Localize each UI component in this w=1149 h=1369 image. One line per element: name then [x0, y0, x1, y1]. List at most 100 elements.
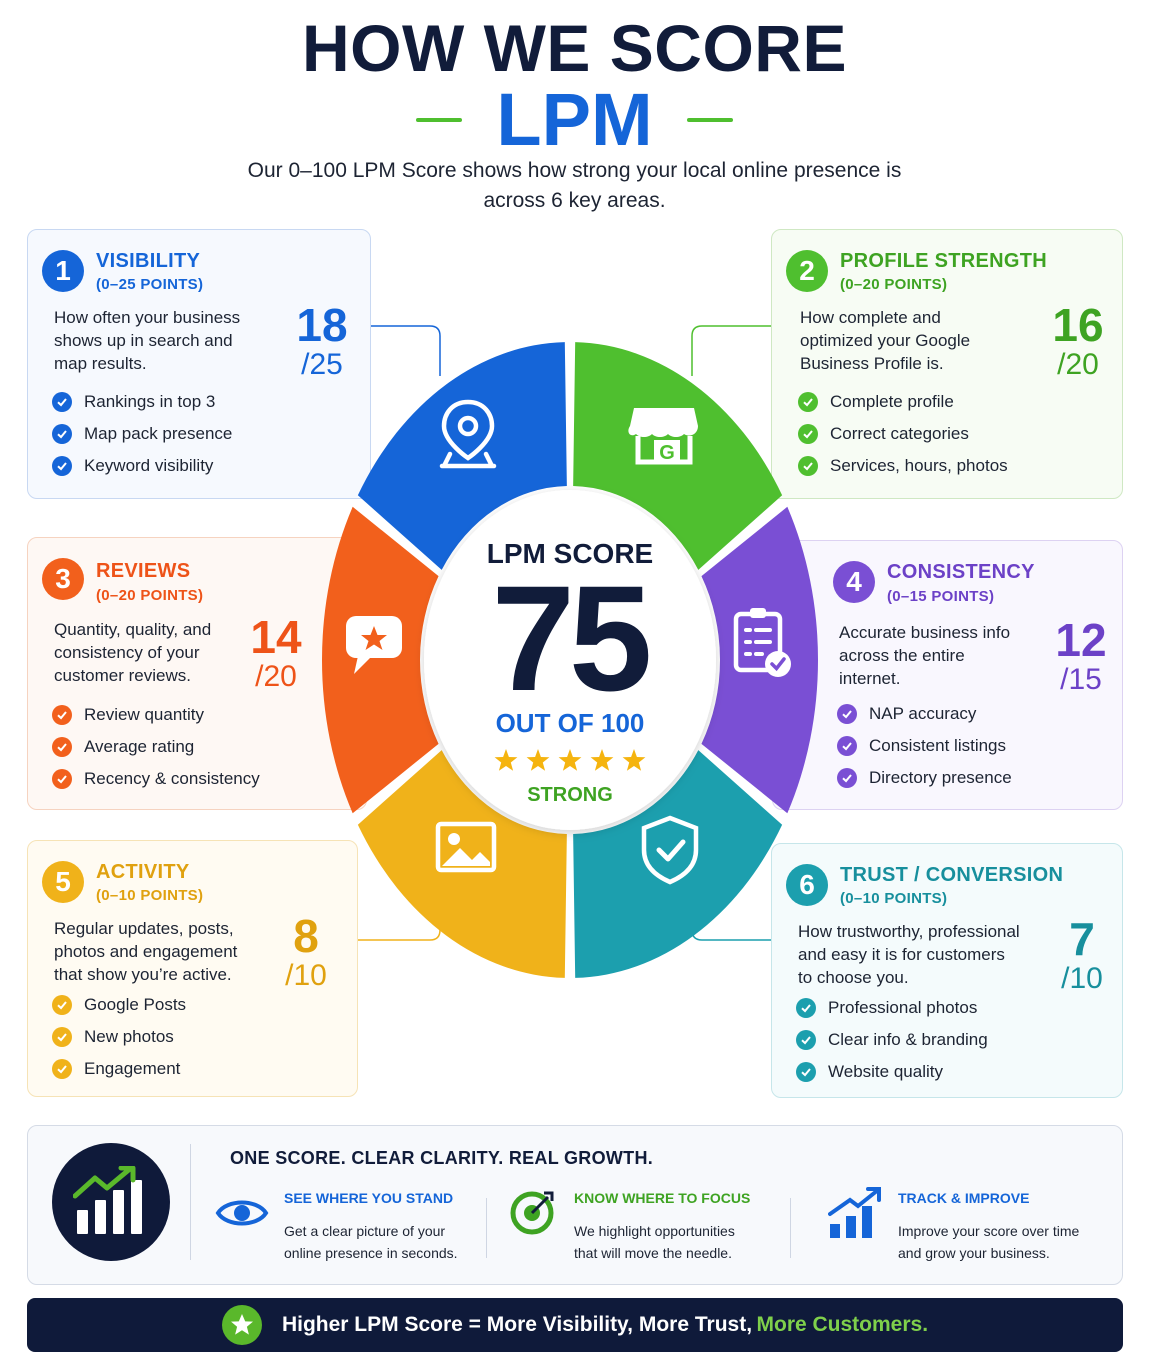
footer-banner: Higher LPM Score = More Visibility, More… [27, 1298, 1123, 1352]
score-value: 12 [1055, 614, 1107, 666]
score-max: /10 [285, 959, 327, 992]
score-max: /20 [255, 660, 297, 693]
card-reviews: 3 REVIEWS (0–20 POINTS) Quantity, qualit… [27, 537, 367, 810]
star-icon [221, 1305, 262, 1345]
card-description: Quantity, quality, and consistency of yo… [54, 620, 212, 685]
score-max: /15 [1060, 663, 1102, 696]
list-item: New photos [52, 1021, 186, 1053]
card-description: Regular updates, posts, photos and engag… [54, 919, 238, 984]
list-item: Consistent listings [837, 730, 1012, 762]
list-item: Map pack presence [52, 418, 232, 450]
check-icon [52, 456, 72, 476]
footer-message: Higher LPM Score = More Visibility, More… [282, 1313, 928, 1337]
list-item: Complete profile [798, 386, 1008, 418]
title-divider-left [416, 118, 463, 122]
card-trust-conversion: 6 TRUST / CONVERSION (0–10 POINTS) How t… [771, 843, 1123, 1098]
card-description: How trustworthy, professional and easy i… [798, 922, 1020, 987]
footer-accent: More Customers. [756, 1313, 929, 1336]
card-score: 14 /20 [244, 614, 308, 694]
card-score: 7 /10 [1050, 916, 1114, 996]
card-profile-strength: 2 PROFILE STRENGTH (0–20 POINTS) How com… [771, 229, 1123, 499]
card-checklist: NAP accuracy Consistent listings Directo… [837, 698, 1012, 794]
check-icon [837, 768, 857, 788]
rating-stars [494, 749, 646, 771]
score-value: 18 [296, 299, 348, 351]
score-max: /10 [1061, 962, 1103, 995]
card-checklist: Professional photos Clear info & brandin… [796, 992, 988, 1088]
page-title: HOW WE SCORE [302, 11, 847, 85]
score-value: 7 [1069, 913, 1095, 965]
check-icon [798, 392, 818, 412]
list-item: Rankings in top 3 [52, 386, 232, 418]
target-icon [504, 1188, 560, 1238]
card-title: ACTIVITY [96, 861, 190, 883]
list-item: Engagement [52, 1053, 186, 1085]
list-item: Keyword visibility [52, 450, 232, 482]
card-title: REVIEWS [96, 560, 191, 582]
list-item: Recency & consistency [52, 763, 260, 795]
card-checklist: Rankings in top 3 Map pack presence Keyw… [52, 386, 232, 482]
feature-see-where: SEE WHERE YOU STAND Get a clear picture … [214, 1188, 474, 1268]
feature-track-improve: TRACK & IMPROVE Improve your score over … [828, 1187, 1118, 1268]
storefront-letter: G [659, 442, 675, 464]
check-icon [52, 737, 72, 757]
card-number-badge: 2 [786, 250, 828, 292]
check-icon [798, 456, 818, 476]
benefits-panel: ONE SCORE. CLEAR CLARITY. REAL GROWTH. S… [27, 1125, 1123, 1285]
check-icon [837, 736, 857, 756]
list-item: Professional photos [796, 992, 988, 1024]
center-score: 75 [492, 554, 649, 722]
star-icon [622, 749, 646, 771]
card-checklist: Review quantity Average rating Recency &… [52, 699, 260, 795]
card-score: 8 /10 [274, 913, 338, 993]
growth-chart-icon [828, 1187, 884, 1238]
card-number-badge: 6 [786, 864, 828, 906]
card-checklist: Complete profile Correct categories Serv… [798, 386, 1008, 482]
check-icon [796, 998, 816, 1018]
feature-title: TRACK & IMPROVE [898, 1190, 1030, 1206]
feature-description: Get a clear picture of your online prese… [284, 1223, 458, 1261]
card-points: (0–25 POINTS) [96, 276, 204, 293]
check-icon [52, 424, 72, 444]
check-icon [52, 1027, 72, 1047]
panel-divider [190, 1144, 191, 1260]
check-icon [52, 705, 72, 725]
score-max: /25 [301, 348, 343, 381]
footer-text: Higher LPM Score = More Visibility, More… [281, 1313, 753, 1336]
subtitle-line-2: across 6 key areas. [483, 189, 666, 212]
card-title: TRUST / CONVERSION [840, 864, 1064, 886]
star-icon [494, 749, 518, 771]
brand-title: LPM [496, 78, 653, 161]
panel-heading: ONE SCORE. CLEAR CLARITY. REAL GROWTH. [230, 1148, 654, 1168]
list-item: NAP accuracy [837, 698, 1012, 730]
card-number-badge: 3 [42, 558, 84, 600]
clipboard-check-icon [733, 608, 791, 677]
card-activity: 5 ACTIVITY (0–10 POINTS) Regular updates… [27, 840, 358, 1097]
check-icon [52, 769, 72, 789]
card-visibility: 1 VISIBILITY (0–25 POINTS) How often you… [27, 229, 371, 499]
card-number-badge: 5 [42, 861, 84, 903]
card-number-badge: 1 [42, 250, 84, 292]
card-points: (0–20 POINTS) [96, 587, 204, 604]
check-icon [796, 1062, 816, 1082]
list-item: Average rating [52, 731, 260, 763]
ring-segment-reviews [322, 506, 439, 814]
card-description: How complete and optimized your Google B… [800, 308, 971, 373]
check-icon [796, 1030, 816, 1050]
feature-description: We highlight opportunities that will mov… [574, 1223, 735, 1261]
list-item: Website quality [796, 1056, 988, 1088]
list-item: Correct categories [798, 418, 1008, 450]
score-max: /20 [1057, 348, 1099, 381]
card-score: 12 /15 [1049, 617, 1113, 697]
card-description: Accurate business info across the entire… [839, 623, 1011, 688]
growth-bars-icon [52, 1143, 170, 1261]
check-icon [52, 1059, 72, 1079]
center-out-of: OUT OF 100 [496, 708, 645, 738]
check-icon [52, 392, 72, 412]
center-label: LPM SCORE [487, 538, 653, 569]
card-number-badge: 4 [833, 561, 875, 603]
map-pin-icon [439, 399, 497, 469]
ring-segment-consistency [701, 506, 819, 814]
image-icon [435, 821, 497, 873]
